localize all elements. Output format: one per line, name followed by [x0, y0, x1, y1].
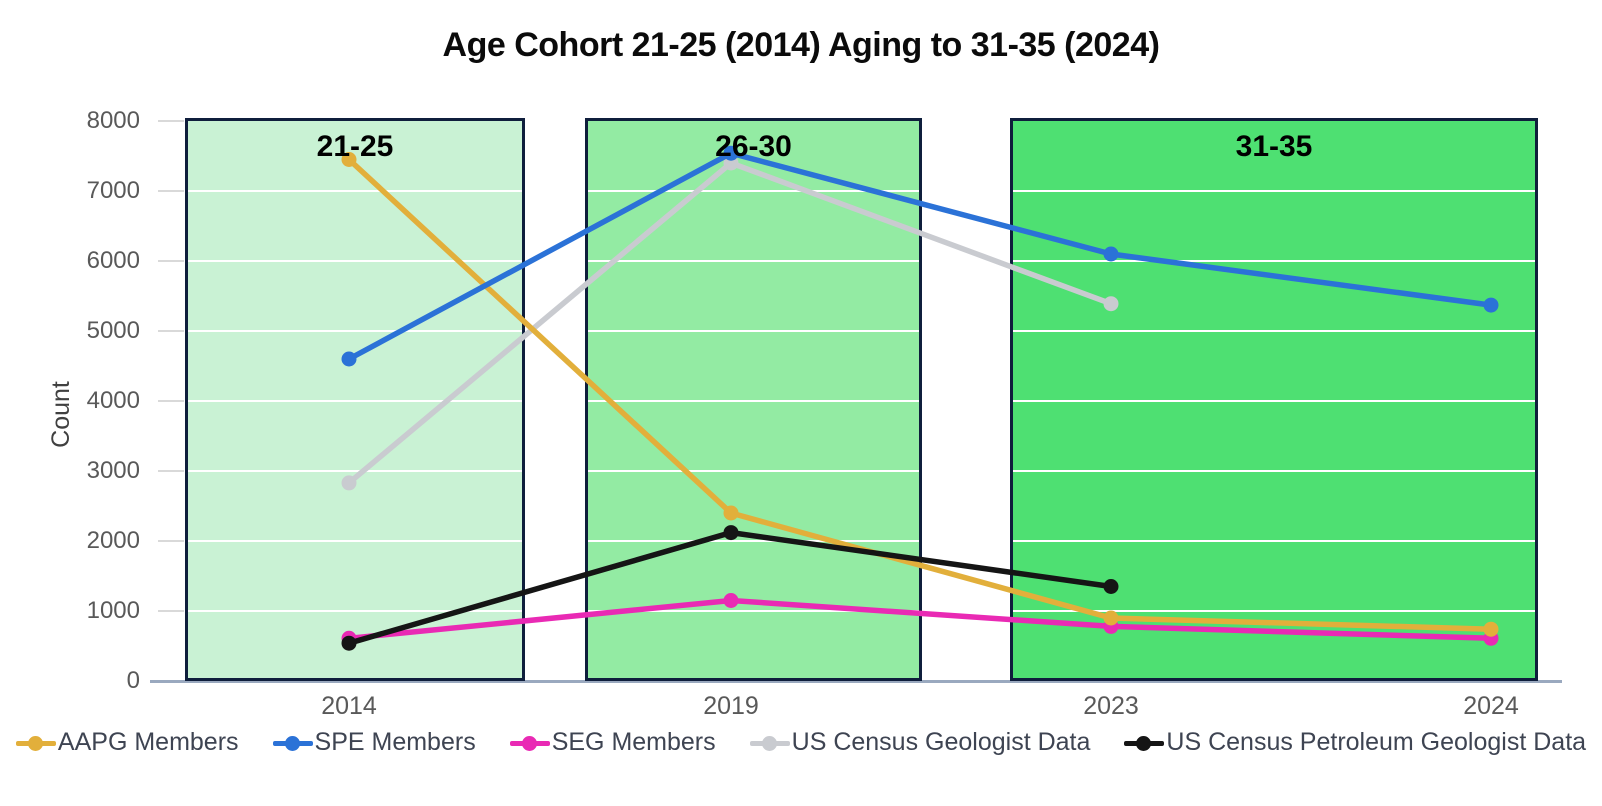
legend-marker-icon — [1124, 735, 1165, 751]
legend-label: US Census Geologist Data — [791, 728, 1091, 756]
legend: AAPG Members SPE Members SEG Members US Cen… — [0, 728, 1602, 757]
x-tick-label: 2014 — [321, 692, 377, 720]
y-tick-label: 8000 — [86, 107, 140, 134]
legend-label: SPE Members — [314, 728, 476, 756]
legend-marker-icon — [272, 735, 313, 751]
y-tick-label: 3000 — [86, 457, 140, 484]
legend-dot — [27, 735, 43, 751]
cohort-band-label: 26-30 — [715, 130, 792, 163]
y-tick-label: 7000 — [86, 177, 140, 204]
legend-dot — [521, 735, 537, 751]
y-tick-mark — [158, 400, 184, 402]
legend-dot — [284, 735, 300, 751]
y-tick-mark — [158, 120, 184, 122]
cohort-band-border — [585, 118, 922, 681]
y-tick-label: 4000 — [86, 387, 140, 414]
chart-title: Age Cohort 21-25 (2014) Aging to 31-35 (… — [442, 26, 1160, 64]
x-axis-line — [150, 680, 1562, 683]
legend-item-1: SPE Members — [272, 728, 476, 757]
y-tick-label: 0 — [126, 667, 140, 694]
legend-marker-icon — [509, 735, 550, 751]
y-tick-label: 1000 — [86, 597, 140, 624]
y-tick-mark — [158, 190, 184, 192]
x-tick-label: 2023 — [1083, 692, 1139, 720]
cohort-band-label: 21-25 — [316, 130, 394, 163]
y-tick-mark — [158, 260, 184, 262]
legend-dot — [761, 735, 777, 751]
y-tick-label: 5000 — [86, 317, 140, 344]
x-tick-label: 2019 — [703, 692, 759, 720]
cohort-band-label: 31-35 — [1235, 130, 1313, 163]
legend-marker-icon — [15, 735, 56, 751]
legend-label: US Census Petroleum Geologist Data — [1166, 728, 1587, 756]
y-tick-mark — [158, 540, 184, 542]
legend-dot — [1136, 735, 1152, 751]
y-axis-title: Count — [46, 381, 75, 448]
legend-item-3: US Census Geologist Data — [749, 728, 1091, 757]
y-tick-label: 6000 — [86, 247, 140, 274]
x-tick-label: 2024 — [1463, 692, 1519, 720]
legend-item-4: US Census Petroleum Geologist Data — [1124, 728, 1586, 757]
y-tick-mark — [158, 610, 184, 612]
y-tick-mark — [158, 330, 184, 332]
legend-marker-icon — [749, 735, 790, 751]
y-tick-label: 2000 — [86, 527, 140, 554]
cohort-band-border — [1010, 118, 1538, 681]
legend-label: SEG Members — [551, 728, 716, 756]
legend-item-0: AAPG Members — [15, 728, 239, 757]
y-tick-mark — [158, 470, 184, 472]
legend-label: AAPG Members — [57, 728, 239, 756]
legend-item-2: SEG Members — [509, 728, 716, 757]
cohort-band-border — [185, 118, 525, 681]
